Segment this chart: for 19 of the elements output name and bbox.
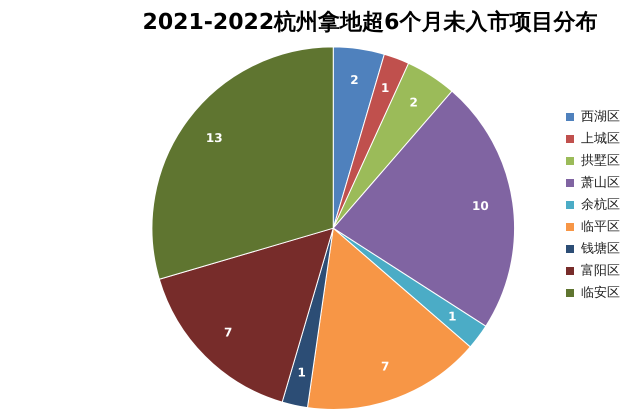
data-label: 1 bbox=[448, 309, 456, 324]
legend-label: 拱墅区 bbox=[581, 153, 620, 168]
legend-label: 富阳区 bbox=[581, 262, 620, 278]
data-label: 2 bbox=[409, 95, 418, 110]
data-label: 7 bbox=[381, 360, 390, 374]
legend-label: 临平区 bbox=[581, 219, 620, 234]
legend-label: 上城区 bbox=[581, 131, 620, 146]
data-label: 13 bbox=[206, 131, 223, 146]
data-label: 2 bbox=[350, 73, 359, 88]
data-label: 1 bbox=[297, 366, 306, 380]
legend-label: 萧山区 bbox=[581, 175, 620, 190]
legend-label: 临安区 bbox=[581, 284, 620, 300]
data-label: 10 bbox=[472, 199, 489, 214]
legend-label: 余杭区 bbox=[581, 197, 620, 212]
data-label: 1 bbox=[381, 81, 390, 96]
data-label: 7 bbox=[224, 325, 232, 340]
legend-label: 西湖区 bbox=[581, 109, 620, 124]
chart-title: 2021-2022杭州拿地超6个月未入市项目分布 bbox=[142, 8, 598, 35]
legend-label: 钱塘区 bbox=[580, 241, 620, 256]
